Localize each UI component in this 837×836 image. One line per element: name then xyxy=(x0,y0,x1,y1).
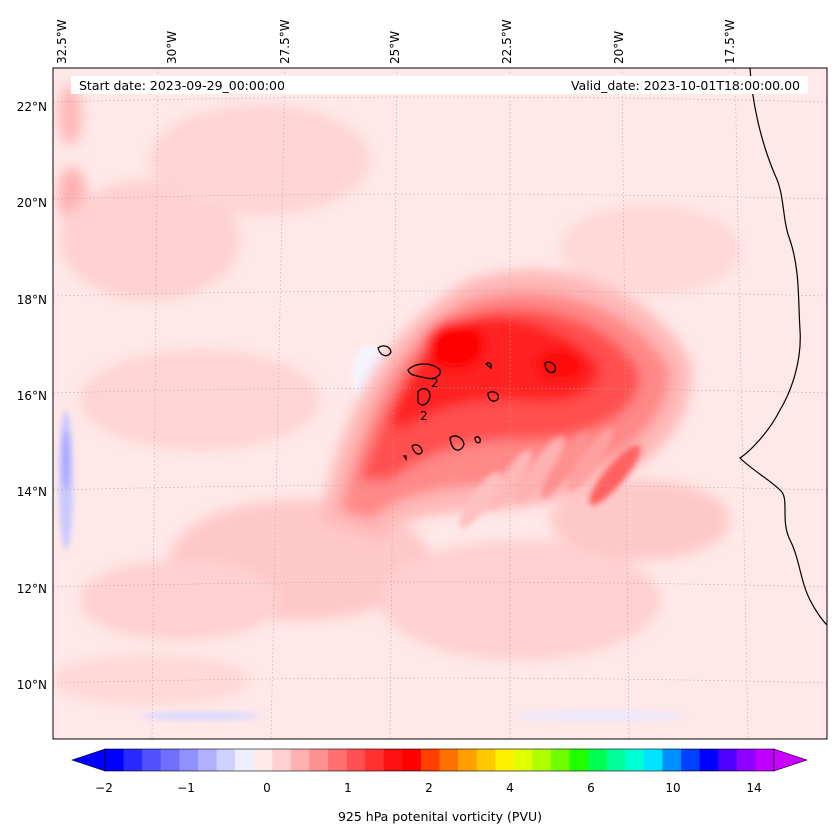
colorbar-segment xyxy=(253,749,273,771)
lat-label: 12°N xyxy=(17,582,47,596)
map-frame xyxy=(52,67,828,740)
colorbar-segment xyxy=(383,749,403,771)
lat-label: 20°N xyxy=(17,196,47,210)
pv-streaks xyxy=(459,428,641,529)
colorbar-segment xyxy=(235,749,255,771)
colorbar-segment xyxy=(160,749,180,771)
colorbar-segment xyxy=(123,749,143,771)
pv-weak-patches xyxy=(53,85,740,705)
date-banner xyxy=(71,76,808,94)
colorbar-segment xyxy=(495,749,515,771)
colorbar-segment xyxy=(272,749,292,771)
contour-label-1: 2 xyxy=(431,376,439,390)
colorbar-max-arrow xyxy=(773,748,808,772)
colorbar-segment xyxy=(309,749,329,771)
lon-label: 27.5°W xyxy=(278,19,292,64)
contour-label-2: 2 xyxy=(420,409,428,423)
colorbar-segment xyxy=(402,749,422,771)
longitude-labels: 32.5°W 30°W 27.5°W 25°W 22.5°W 20°W 17.5… xyxy=(55,19,737,64)
lon-label: 25°W xyxy=(388,31,402,64)
colorbar-segment xyxy=(569,749,589,771)
colorbar-segment xyxy=(328,749,348,771)
colorbar-segment xyxy=(142,749,162,771)
colorbar-tick: 1 xyxy=(344,781,352,795)
lat-label: 14°N xyxy=(17,485,47,499)
colorbar-segment xyxy=(606,749,626,771)
lon-label: 30°W xyxy=(165,31,179,64)
lat-label: 22°N xyxy=(17,100,47,114)
lat-label: 16°N xyxy=(17,389,47,403)
colorbar-tick: 6 xyxy=(587,781,595,795)
colorbar-segment xyxy=(736,749,757,771)
lat-label: 10°N xyxy=(17,678,47,692)
colorbar-segment xyxy=(105,749,125,771)
colorbar-segment xyxy=(643,749,664,771)
map-plot-area: 2 2 Start date: 2023-09-29_00:00:00 Vali… xyxy=(53,68,827,739)
colorbar-tick: 0 xyxy=(263,781,271,795)
colorbar-segment xyxy=(197,749,218,771)
colorbar-segment xyxy=(365,749,385,771)
colorbar-segments xyxy=(105,749,775,771)
colorbar-segment xyxy=(681,749,701,771)
colorbar-segment xyxy=(718,749,738,771)
colorbar-segment xyxy=(551,749,571,771)
colorbar-segment xyxy=(179,749,199,771)
pv-main-structure xyxy=(320,269,692,540)
colorbar-segment xyxy=(439,749,459,771)
cape-verde-islands xyxy=(377,345,557,462)
colorbar-segment xyxy=(662,749,682,771)
colorbar-segment xyxy=(346,749,366,771)
lon-label: 32.5°W xyxy=(55,19,69,64)
lon-label: 22.5°W xyxy=(500,19,514,64)
colorbar-segment xyxy=(420,749,441,771)
colorbar-segment xyxy=(458,749,478,771)
colorbar-tick: −1 xyxy=(177,781,195,795)
colorbar-segment xyxy=(755,749,775,771)
colorbar-segment xyxy=(476,749,496,771)
colorbar-tick: 2 xyxy=(425,781,433,795)
colorbar-frame xyxy=(104,748,775,772)
colorbar-segment xyxy=(216,749,236,771)
colorbar-tick: −2 xyxy=(95,781,113,795)
colorbar: −2 −1 0 1 2 4 6 10 14 925 hPa potenital … xyxy=(71,748,808,824)
lon-label: 20°W xyxy=(612,31,626,64)
colorbar-tick: 4 xyxy=(506,781,514,795)
lat-label: 18°N xyxy=(17,293,47,307)
colorbar-label: 925 hPa potenital vorticity (PVU) xyxy=(338,809,542,824)
start-date-label: Start date: 2023-09-29_00:00:00 xyxy=(79,78,285,93)
colorbar-segment xyxy=(513,749,534,771)
colorbar-segment xyxy=(532,749,552,771)
colorbar-tick: 10 xyxy=(665,781,680,795)
lon-label: 17.5°W xyxy=(723,19,737,64)
africa-coastline xyxy=(739,68,827,626)
valid-date-label: Valid_date: 2023-10-01T18:00:00.00 xyxy=(571,78,800,93)
colorbar-ticks: −2 −1 0 1 2 4 6 10 14 xyxy=(95,781,761,795)
colorbar-segment xyxy=(588,749,608,771)
colorbar-segment xyxy=(290,749,311,771)
latitude-labels: 22°N 20°N 18°N 16°N 14°N 12°N 10°N xyxy=(17,100,47,692)
colorbar-min-arrow xyxy=(71,748,106,772)
colorbar-segment xyxy=(699,749,719,771)
colorbar-segment xyxy=(625,749,645,771)
colorbar-tick: 14 xyxy=(746,781,761,795)
